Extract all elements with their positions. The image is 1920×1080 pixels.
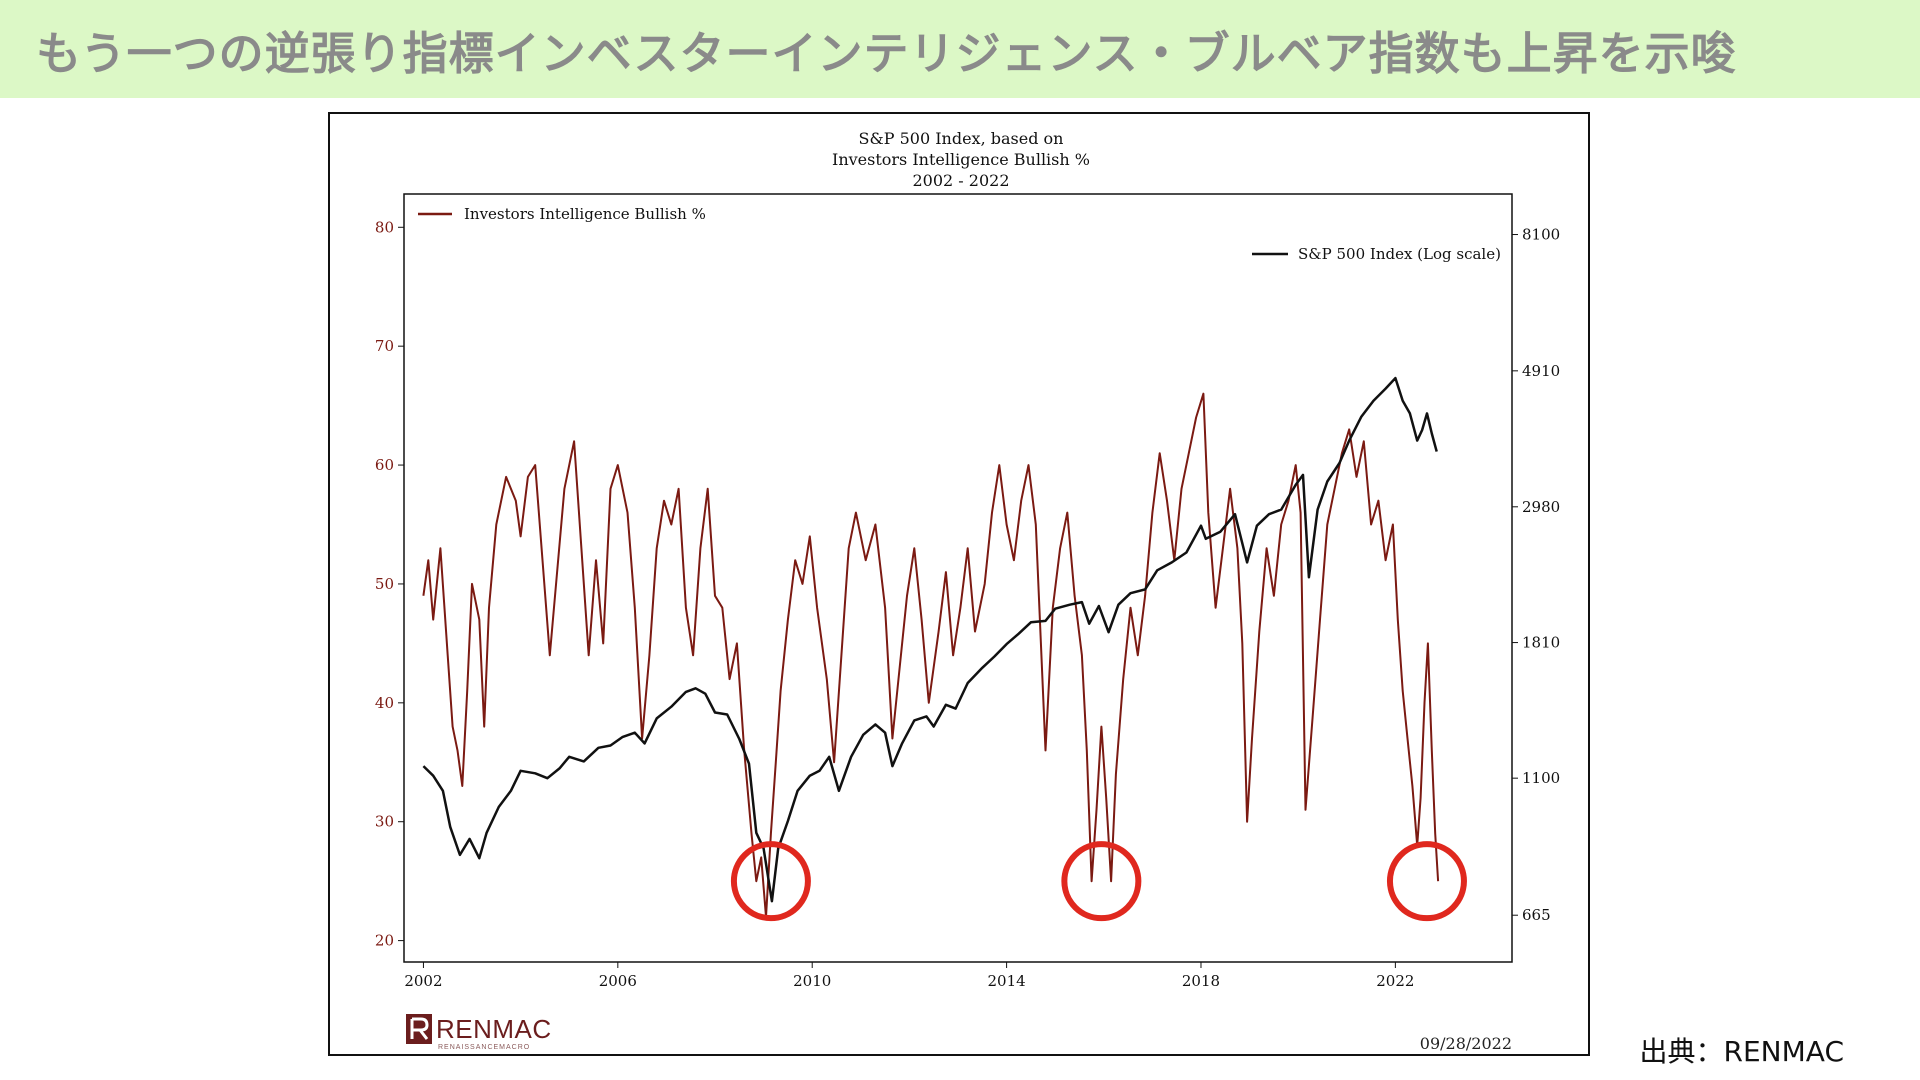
left-axis: 80 70 60 50 40 30 20	[375, 218, 404, 950]
x-tick-label: 2018	[1182, 972, 1220, 990]
left-tick-label: 60	[375, 456, 394, 474]
x-tick-label: 2022	[1376, 972, 1414, 990]
series-sp500-line	[422, 376, 1438, 903]
highlight-circle	[1061, 841, 1142, 922]
x-tick-label: 2006	[599, 972, 637, 990]
legend-bullish: Investors Intelligence Bullish %	[418, 205, 706, 223]
legend-bullish-label: Investors Intelligence Bullish %	[464, 205, 706, 223]
slide-title: もう一つの逆張り指標インベスターインテリジェンス・ブルベア指数も上昇を示唆	[36, 26, 1737, 80]
right-axis: 8100 4910 2980 1810 1100 665	[1512, 226, 1560, 924]
logo-text: RENMAC	[436, 1014, 552, 1044]
right-tick-label: 1100	[1522, 769, 1560, 787]
source-credit: 出典：RENMAC	[1639, 1035, 1844, 1068]
left-tick-label: 20	[375, 932, 394, 950]
legend-sp500-label: S&P 500 Index (Log scale)	[1298, 245, 1501, 263]
chart-date: 09/28/2022	[1419, 1034, 1512, 1053]
logo-subtext: RENAISSANCEMACRO	[438, 1044, 531, 1051]
x-tick-label: 2010	[793, 972, 831, 990]
renmac-logo-icon	[406, 1014, 432, 1044]
series-bullish-line	[422, 392, 1440, 918]
x-tick-label: 2002	[404, 972, 442, 990]
left-tick-label: 70	[375, 337, 394, 355]
x-axis: 2002 2006 2010 2014 2018 2022	[404, 962, 1414, 990]
title-banner: もう一つの逆張り指標インベスターインテリジェンス・ブルベア指数も上昇を示唆	[0, 0, 1920, 98]
highlight-circle	[730, 841, 811, 922]
series-layer	[422, 376, 1440, 918]
right-tick-label: 2980	[1522, 498, 1560, 516]
left-tick-label: 50	[375, 575, 394, 593]
right-tick-label: 665	[1522, 906, 1551, 924]
left-tick-label: 30	[375, 813, 394, 831]
highlight-circle	[1386, 841, 1467, 922]
chart-frame: S&P 500 Index, based on Investors Intell…	[328, 112, 1590, 1056]
plot-area	[403, 193, 1513, 963]
right-tick-label: 1810	[1522, 634, 1560, 652]
left-tick-label: 80	[375, 218, 394, 236]
legend-sp500: S&P 500 Index (Log scale)	[1252, 245, 1501, 263]
annotation-layer	[730, 841, 1467, 922]
chart-title-line-3: 2002 - 2022	[912, 171, 1009, 190]
chart-svg: S&P 500 Index, based on Investors Intell…	[375, 129, 1560, 990]
right-tick-label: 4910	[1522, 362, 1560, 380]
chart-title-line-2: Investors Intelligence Bullish %	[832, 150, 1090, 169]
right-tick-label: 8100	[1522, 226, 1560, 244]
x-tick-label: 2014	[988, 972, 1026, 990]
left-tick-label: 40	[375, 694, 394, 712]
chart-title-line-1: S&P 500 Index, based on	[859, 129, 1064, 148]
